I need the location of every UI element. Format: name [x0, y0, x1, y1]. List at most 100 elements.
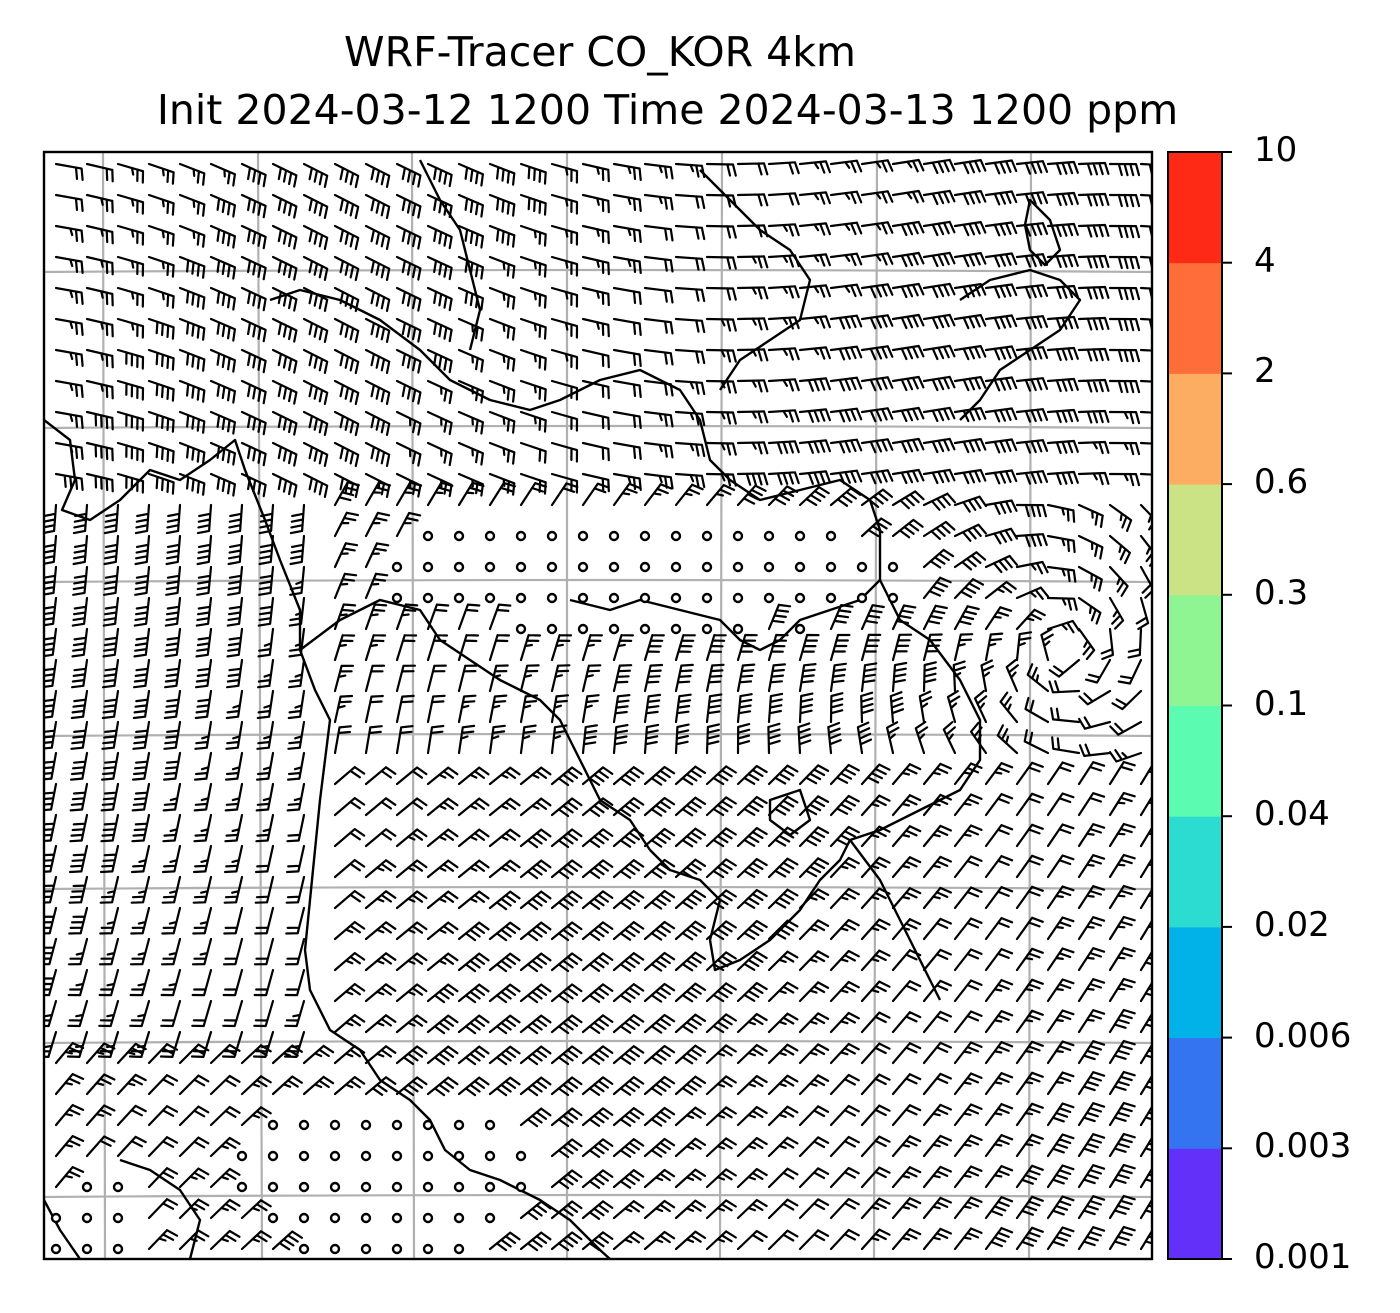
calm-wind-circle — [670, 561, 682, 573]
wind-barb — [643, 1013, 676, 1034]
wind-barb — [426, 379, 453, 405]
wind-barb — [1139, 887, 1152, 910]
wind-barb — [674, 193, 706, 210]
wind-barb — [254, 906, 275, 935]
wind-barb — [798, 408, 831, 423]
wind-barb — [285, 906, 306, 935]
wind-barb — [116, 472, 145, 494]
wind-barb — [1077, 378, 1110, 393]
wind-barb — [1046, 346, 1079, 362]
wind-barb — [891, 1228, 922, 1251]
wind-barb — [581, 472, 610, 493]
wind-barb — [581, 482, 610, 507]
wind-barb — [1108, 915, 1136, 941]
wind-barb — [1139, 980, 1152, 1003]
wind-barb — [256, 720, 275, 750]
wind-barb — [271, 348, 298, 374]
wind-barb — [178, 255, 206, 279]
wind-barb — [581, 921, 614, 941]
wind-barb — [85, 1135, 116, 1158]
wind-barb — [705, 723, 720, 755]
wind-barb — [674, 1106, 707, 1127]
wind-barb — [860, 763, 891, 786]
calm-wind-circle — [112, 1181, 124, 1193]
wind-barb — [1046, 596, 1078, 611]
wind-barb — [364, 890, 397, 910]
wind-barb — [71, 627, 89, 658]
wind-barb — [767, 285, 800, 299]
wind-barb — [364, 224, 391, 250]
wind-barb — [891, 633, 913, 662]
wind-barb — [1015, 1040, 1044, 1065]
wind-barb — [1015, 439, 1049, 454]
wind-barb — [798, 663, 817, 693]
wind-barb — [798, 191, 831, 205]
wind-barb — [1077, 503, 1104, 528]
wind-barb — [44, 627, 58, 658]
calm-wind-circle — [422, 1181, 434, 1193]
wind-barb — [643, 889, 676, 910]
wind-barb — [922, 344, 956, 361]
wind-barb — [918, 690, 933, 724]
wind-barb — [44, 534, 58, 565]
wind-barb — [1077, 885, 1106, 910]
wind-barb — [829, 1073, 860, 1096]
wind-barb — [191, 937, 213, 966]
wind-barb — [1108, 1101, 1136, 1127]
wind-barb — [364, 983, 397, 1003]
wind-barb — [54, 1042, 85, 1065]
wind-barb — [54, 379, 84, 398]
wind-barb — [426, 952, 459, 972]
wind-barb — [302, 1044, 335, 1065]
wind-barb — [1015, 608, 1046, 631]
wind-barb — [426, 224, 453, 250]
wind-barb — [133, 627, 151, 658]
wind-barb — [426, 921, 459, 941]
wind-barb — [952, 660, 966, 693]
wind-barb — [100, 782, 120, 812]
wind-barb — [364, 725, 383, 755]
wind-barb — [860, 949, 891, 972]
wind-barb — [922, 468, 956, 485]
wind-barb — [488, 1076, 521, 1097]
wind-barb — [860, 159, 894, 173]
wind-barb — [364, 481, 391, 507]
wind-barb — [798, 981, 830, 1003]
wind-barb — [953, 376, 987, 392]
wind-barb — [1139, 949, 1152, 972]
wind-barb — [674, 951, 707, 972]
wind-barb — [550, 224, 579, 246]
wind-barb — [612, 286, 642, 305]
wind-barb — [798, 486, 830, 507]
wind-barb — [1139, 503, 1152, 531]
wind-barb — [550, 193, 579, 215]
calm-wind-circle — [267, 1212, 279, 1224]
wind-barb — [488, 224, 516, 248]
wind-barb — [643, 1230, 676, 1251]
colorbar — [1167, 151, 1232, 1260]
wind-barb — [209, 379, 236, 404]
wind-barb — [488, 317, 516, 341]
wind-barb — [984, 917, 1014, 941]
wind-barb — [643, 348, 674, 366]
wind-barb — [767, 1229, 799, 1251]
wind-barb — [643, 663, 664, 693]
wind-barb — [674, 858, 707, 879]
wind-barb — [1139, 534, 1152, 567]
wind-barb — [285, 844, 306, 874]
wind-barb — [1046, 191, 1079, 207]
wind-barb — [253, 937, 275, 966]
wind-barb — [165, 503, 182, 535]
wind-barb — [1108, 884, 1136, 910]
calm-wind-circle — [825, 561, 837, 573]
wind-barb — [147, 255, 175, 278]
calm-wind-circle — [794, 623, 806, 635]
wind-barb — [643, 193, 674, 211]
calm-wind-circle — [484, 1212, 496, 1224]
coastline-japan-west — [849, 579, 982, 842]
wind-barb — [860, 314, 894, 330]
wind-barb — [44, 658, 58, 688]
wind-barb — [130, 844, 151, 874]
wind-barb — [550, 1107, 583, 1128]
wind-barb — [85, 1104, 116, 1127]
